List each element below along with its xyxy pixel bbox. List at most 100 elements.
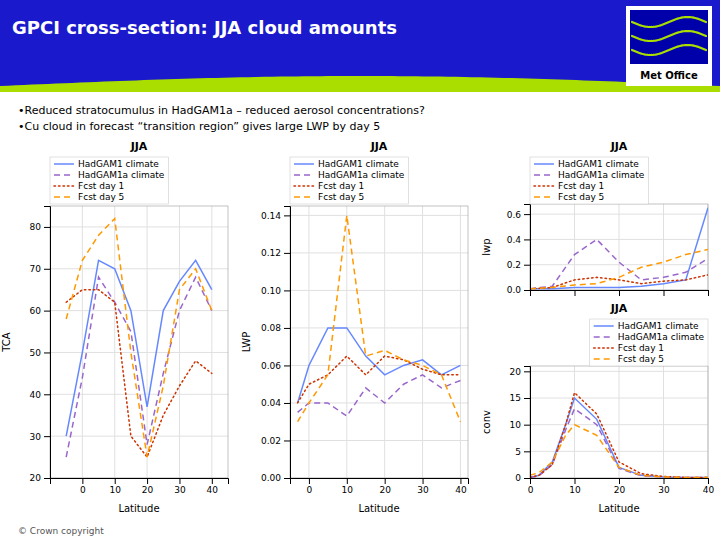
legend-swatch [594,358,614,360]
tick: 40 [30,390,50,400]
grid-line-y [290,252,468,253]
tick-mark [44,436,50,437]
tick-label: 0.06 [261,361,281,371]
tick: 40 [455,478,467,495]
tick-label: 20 [510,367,522,377]
tick-mark [524,290,530,291]
legend-swatch [534,174,554,176]
tick: 15 [510,393,530,403]
legend-frame [530,157,648,204]
tick-mark [460,478,461,484]
legend-swatch [294,196,314,198]
tick-label: 0.0 [507,285,522,295]
grid-line-y [290,327,468,328]
series-line [298,375,461,416]
tick-mark [284,290,290,291]
tick: 10 [342,478,354,495]
axis-domain [524,367,531,479]
plot-frame [290,206,468,478]
tick-mark [524,425,530,426]
tick: 0.14 [261,211,290,221]
series-line [66,219,212,458]
plot-area [298,215,461,421]
y-axis-title: TCA [1,332,12,353]
tick-label: 40 [207,485,219,495]
series-line [66,260,212,436]
legend-frame [290,157,408,204]
grid [530,204,708,290]
tick-mark [524,398,530,399]
tick-label: 10 [342,485,354,495]
logo: Met Office [626,6,712,86]
grid-line-y [290,290,468,291]
tick-label: 80 [30,222,42,232]
tick: 30 [30,432,50,442]
tick [708,290,709,296]
grid-line-x [82,206,83,478]
legend-swatch [54,196,74,198]
tick-label: 30 [174,485,186,495]
chart-title: JJA [370,140,388,153]
tick-label: 0.12 [261,248,281,258]
chart: 0.00.20.40.6JJAlwpHadGAM1 climateHadGAM1… [481,140,709,296]
tick: 0.2 [507,260,530,270]
legend-swatch [294,174,314,176]
legend-swatch [594,336,614,338]
tick: 20 [614,478,626,495]
grid-line-x [663,366,664,478]
x-axis: 010203040 [528,478,715,495]
series-line [530,239,708,288]
legend-entry: HadGAM1a climate [558,170,645,180]
tick-label: 5 [515,447,521,457]
series-line [298,356,461,403]
plot-area [66,219,212,458]
logo-panel [630,10,708,64]
tick-label: 0.08 [261,323,281,333]
tick-label: 10 [510,420,522,430]
tick: 40 [703,478,715,495]
tick-mark [212,478,213,484]
legend-swatch [594,347,614,349]
legend-entry: HadGAM1 climate [558,159,639,169]
tick-mark [708,290,709,296]
header-wave [0,76,720,92]
series-line [530,409,708,478]
tick: 10 [110,478,122,495]
tick-mark [44,352,50,353]
grid-line-y [530,214,708,215]
tick: 20 [510,367,530,377]
axis-domain [51,479,229,485]
x-axis: 010203040 [291,478,469,495]
legend: HadGAM1 climateHadGAM1a climateFcst day … [530,157,648,204]
tick-mark [284,215,290,216]
chart-title: JJA [130,140,148,153]
tick-mark [44,311,50,312]
tick-mark [524,451,530,452]
tick-mark [115,478,116,484]
tick-label: 0 [307,485,313,495]
tick: 0.4 [507,235,530,245]
tick-mark [664,478,665,484]
legend: HadGAM1 climateHadGAM1a climateFcst day … [290,157,408,204]
x-axis-title: Latitude [118,503,159,514]
tick: 0.06 [261,361,290,371]
axis-domain [524,205,531,291]
legend-swatch [294,163,314,165]
x-axis-title: Latitude [598,503,639,514]
tick [575,290,576,296]
grid-line-x [384,206,385,478]
legend-swatch [294,185,314,187]
tick-mark [44,227,50,228]
tick-mark [44,394,50,395]
tick-mark [664,290,665,296]
tick-mark [82,478,83,484]
tick-mark [524,265,530,266]
y-axis: 20304050607080 [30,207,51,484]
tick-label: 20 [614,485,626,495]
footer: © Crown copyright [18,526,104,536]
legend-entry: HadGAM1 climate [618,321,699,331]
grid-line-x [114,206,115,478]
tick-mark [309,478,310,484]
grid-line-y [290,215,468,216]
x-axis: 010203040 [51,478,229,495]
